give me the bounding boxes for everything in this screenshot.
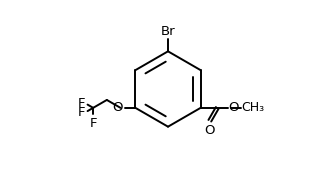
Text: Br: Br <box>161 25 175 38</box>
Text: F: F <box>78 97 85 110</box>
Text: CH₃: CH₃ <box>241 101 264 114</box>
Text: O: O <box>228 101 239 114</box>
Text: F: F <box>78 106 85 119</box>
Text: O: O <box>112 101 123 114</box>
Text: F: F <box>90 117 97 130</box>
Text: O: O <box>204 124 215 137</box>
